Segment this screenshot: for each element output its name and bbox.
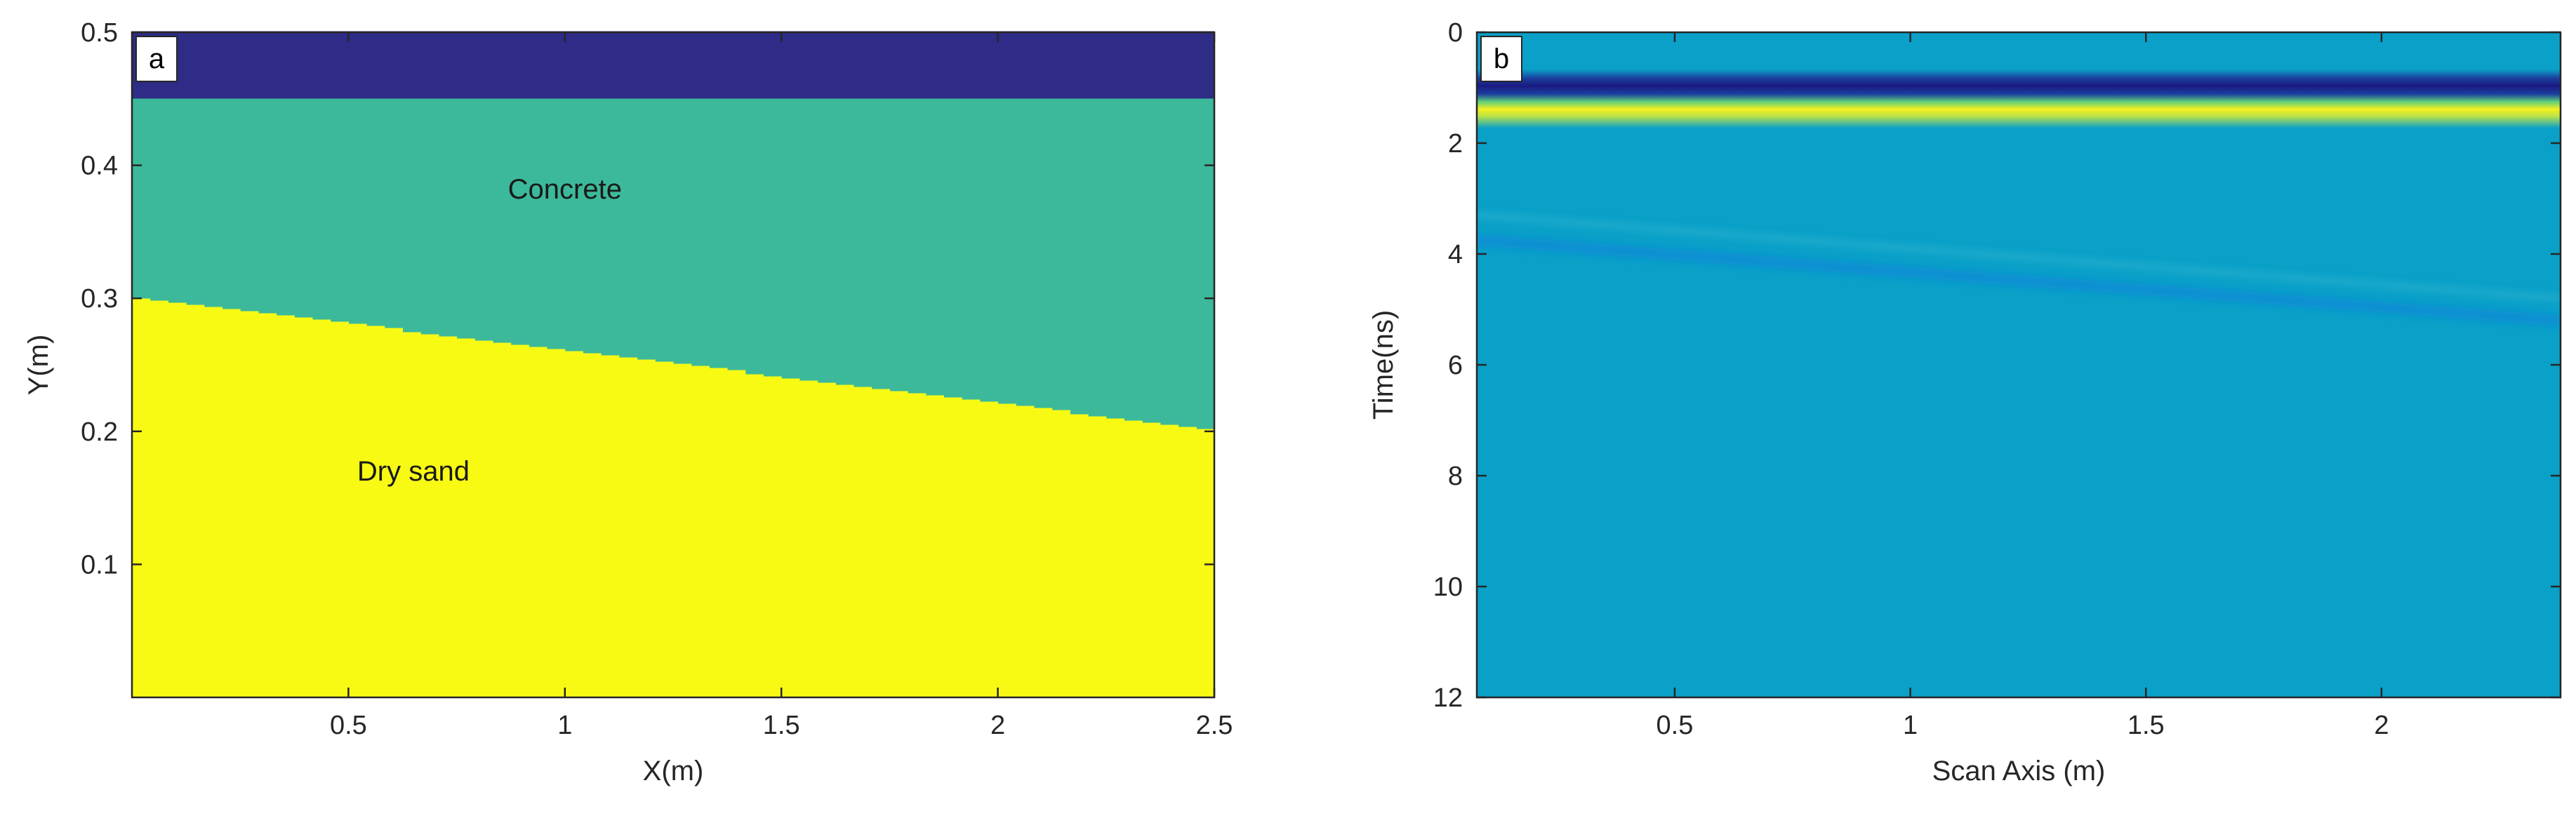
panel-tag-box [135,36,178,82]
faint-multiple-reflection [1477,211,2561,302]
y-tick-label: 0.1 [81,550,118,580]
x-tick-label: 1 [557,711,572,740]
y-tick-label: 0.2 [81,417,118,447]
x-tick-label: 0.5 [1657,711,1694,740]
x-tick-label: 2.5 [1196,711,1233,740]
plot-frame [131,31,1216,699]
panel-a-plot: Concrete Dry sand 0.5 1 1.5 2 2.5 0.1 0.2 0.3 0.4 0… [23,18,1233,787]
y-tick-label: 0.3 [81,284,118,314]
x-tick-label: 1.5 [2127,711,2165,740]
y-tick-label: 12 [1433,683,1463,713]
panel-tag-box [1480,36,1522,82]
y-tick-label: 0.4 [81,152,118,181]
x-tick-label: 0.5 [330,711,367,740]
y-tick-label: 4 [1448,240,1463,269]
y-axis-label: Time(ns) [1368,310,1399,420]
y-tick-label: 0.5 [81,18,118,48]
x-axis-label: Scan Axis (m) [1932,756,2106,787]
region-label: Dry sand [357,456,470,487]
x-tick-label: 2 [990,711,1005,740]
x-tick-label: 1.5 [763,711,800,740]
y-tick-label: 10 [1433,573,1463,602]
layer-top [131,31,1215,100]
x-axis-label: X(m) [643,756,704,787]
panel-tag-label: a [149,43,165,74]
panel-tag-label: b [1494,43,1509,74]
y-tick-label: 6 [1448,351,1463,380]
direct-wave-band [1477,69,2561,128]
region-label: Concrete [508,174,622,205]
y-tick-label: 0 [1448,18,1463,48]
x-tick-label: 1 [1903,711,1918,740]
y-tick-label: 8 [1448,462,1463,491]
y-axis-label: Y(m) [23,335,54,396]
radargram-background [1477,32,2561,697]
x-tick-label: 2 [2374,711,2389,740]
panel-b-plot: 0.5 1 1.5 2 0 2 4 6 8 10 12 Scan Axis (m) Time(ns) b [1368,18,2562,787]
y-tick-label: 2 [1448,129,1463,159]
radargram [1477,32,2561,697]
interface-reflection [1477,234,2561,326]
